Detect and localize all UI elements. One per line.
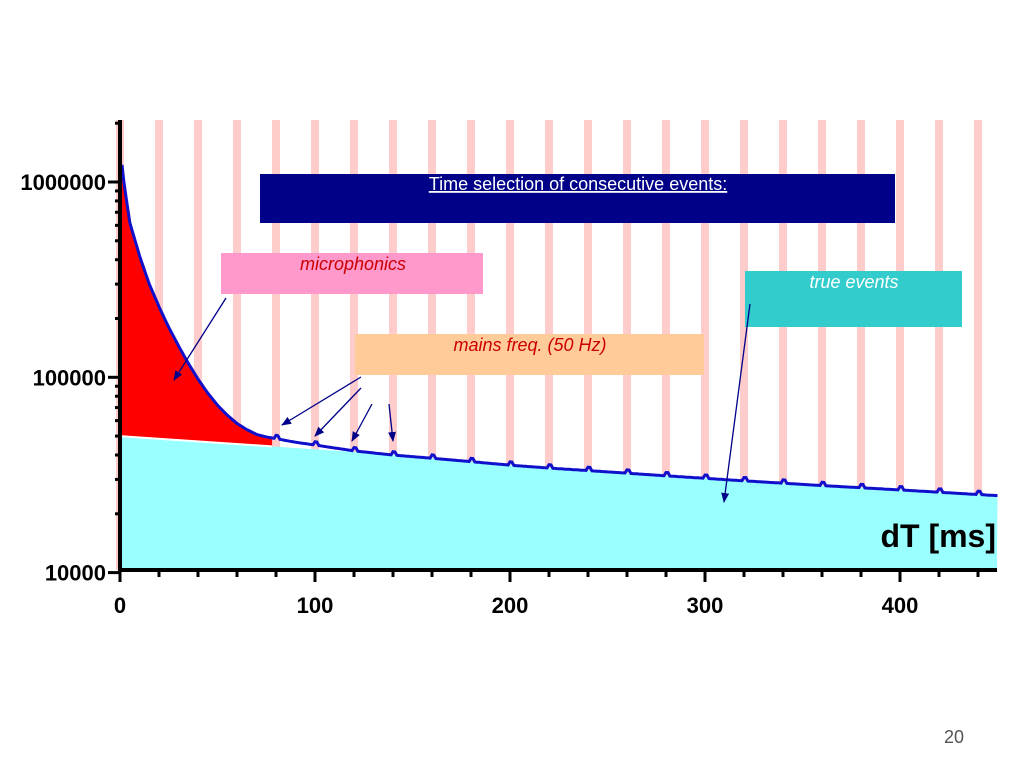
microphonics-label: microphonics [300,254,406,274]
mains-stripe-22 [974,120,982,570]
mains-stripe-3 [233,120,241,570]
chart-title: Time selection of consecutive events: [429,174,727,194]
mains-note: mains freq. (50 Hz) [355,334,704,375]
mains-stripe-20 [896,120,904,570]
true-events-note: true events [745,271,962,327]
true-events-arrow [721,303,751,503]
microphonics-box [221,253,483,294]
mains-stripe-6 [350,120,358,570]
y-tick-label: 100000 [33,365,106,390]
mains-stripe-4 [272,120,280,570]
tick-labels: 10000 100000 1000000 0 100 200 300 400 [20,170,918,618]
mains-stripe-5 [311,120,319,570]
microphonics-area [121,164,273,447]
axes [108,120,997,582]
mains-stripe-21 [935,120,943,570]
microphonics-arrow [173,297,227,381]
measured-spectrum-line [120,164,998,498]
mains-stripe-19 [857,120,865,570]
mains-arrow-4 [388,403,397,442]
x-tick-label: 0 [114,593,126,618]
mains-stripe-18 [818,120,826,570]
x-tick-label: 300 [687,593,724,618]
true-events-label: true events [809,272,898,292]
mains-arrow-2 [314,387,362,437]
true-events-box [745,271,962,327]
mains-label: mains freq. (50 Hz) [453,335,606,355]
microphonics-note: microphonics [221,253,483,294]
true-events-area [120,436,998,570]
mains-box [355,334,704,375]
annotation-arrows [173,297,751,503]
x-tick-label: 200 [492,593,529,618]
x-tick-label: 100 [297,593,334,618]
title-box-bg [260,174,895,223]
x-tick-label: 400 [882,593,919,618]
y-tick-label: 10000 [45,561,106,586]
title-box: Time selection of consecutive events: [260,174,895,223]
mains-stripe-2 [194,120,202,570]
page-number: 20 [943,727,964,747]
true-events-baseline [119,435,273,448]
mains-stripe-15 [701,120,709,570]
mains-arrow-1 [281,376,362,426]
mains-arrow-3 [351,403,373,442]
mains-stripe-17 [779,120,787,570]
y-tick-label: 1000000 [20,170,106,195]
x-axis-title: dT [ms] [880,518,996,554]
